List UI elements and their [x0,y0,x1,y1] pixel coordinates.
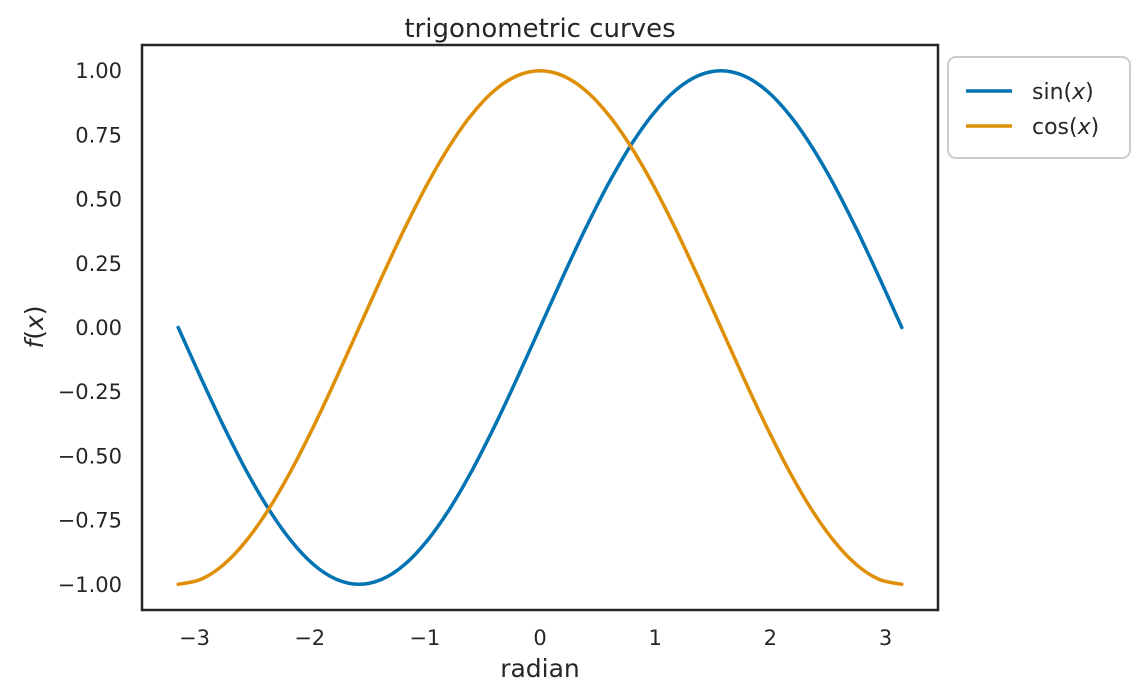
y-tick-label: 0.25 [75,252,122,276]
plot-area-border [140,43,940,612]
y-tick-label: −0.75 [58,509,122,533]
y-tick-label: 1.00 [75,59,122,83]
x-tick-label: 0 [533,626,546,650]
y-axis-label: f(x) [20,305,49,348]
x-axis-label: radian [500,654,580,683]
legend-label: cos(x) [1032,115,1099,140]
x-tick-label: −3 [179,626,210,650]
x-tick-label: 3 [879,626,892,650]
y-tick-label: 0.75 [75,123,122,147]
y-tick-label: −0.25 [58,380,122,404]
y-tick-label: −1.00 [58,573,122,597]
chart-title: trigonometric curves [404,14,675,44]
x-tick-label: 1 [649,626,662,650]
x-tick-label: −1 [409,626,440,650]
x-tick-label: −2 [294,626,325,650]
legend: sin(x) cos(x) [947,56,1131,159]
y-tick-label: 0.00 [75,316,122,340]
series-line-sinx [176,68,904,587]
legend-label: sin(x) [1032,80,1094,105]
series-line-cosx [176,68,904,587]
y-tick-label: 0.50 [75,188,122,212]
y-tick-label: −0.50 [58,444,122,468]
series-lines [176,68,904,587]
legend-box [947,56,1131,159]
x-tick-labels: −3 −2 −1 0 1 2 3 [179,626,892,650]
x-tick-label: 2 [764,626,777,650]
y-tick-labels: −1.00 −0.75 −0.50 −0.25 0.00 0.25 0.50 0.75 1.00 [58,59,122,597]
